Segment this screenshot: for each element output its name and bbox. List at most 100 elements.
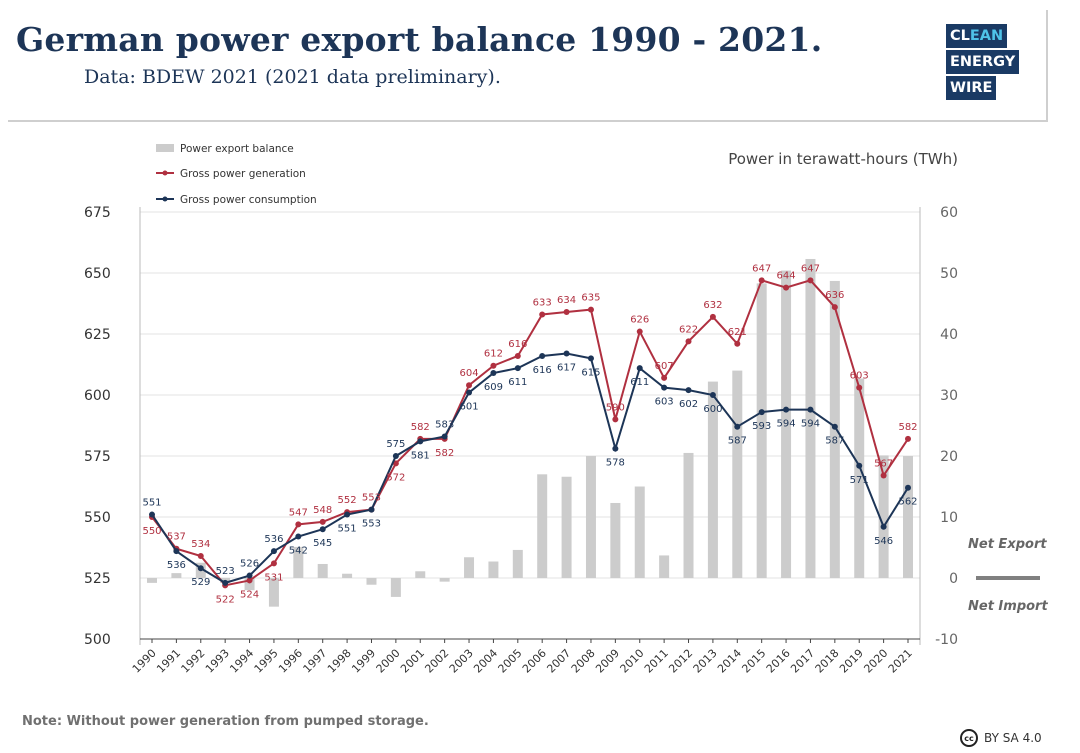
consumption-line — [151, 352, 909, 584]
generation-point — [270, 560, 277, 567]
x-tick-label: 2021 — [886, 647, 915, 676]
bar-export-balance — [244, 578, 255, 591]
bar-export-balance — [659, 555, 670, 578]
legend-entry-label: Power export balance — [180, 143, 294, 155]
generation-data-label: 552 — [338, 495, 357, 506]
bar-export-balance — [878, 455, 889, 578]
generation-data-label: 622 — [679, 324, 698, 335]
consumption-point — [514, 365, 521, 372]
x-tick-label: 2014 — [715, 647, 744, 676]
consumption-data-label: 601 — [459, 402, 478, 413]
bar-export-balance — [634, 486, 645, 578]
consumption-data-label: 545 — [313, 538, 332, 549]
bar-export-balance — [805, 258, 816, 578]
x-tick-label: 2005 — [496, 647, 525, 676]
y-left-tick-label: 625 — [84, 327, 111, 343]
y-left-tick-label: 575 — [84, 449, 111, 465]
line-layer — [149, 277, 911, 589]
consumption-point — [783, 406, 790, 413]
y-left-tick-label: 675 — [84, 205, 111, 221]
consumption-data-label: 609 — [484, 382, 503, 393]
clean-energy-wire-logo: CLEAN ENERGY WIRE — [946, 24, 1022, 102]
consumption-data-label: 587 — [825, 436, 844, 447]
consumption-point — [539, 352, 546, 359]
bar-export-balance — [293, 546, 304, 578]
generation-point — [295, 521, 302, 528]
x-tick-label: 2000 — [374, 647, 403, 676]
consumption-point — [880, 523, 887, 530]
generation-data-label: 582 — [435, 448, 454, 459]
net-export-label: Net Export — [968, 537, 1047, 552]
legend-entry-label: Gross power consumption — [180, 194, 317, 206]
consumption-point — [197, 565, 204, 572]
consumption-data-label: 553 — [362, 519, 381, 530]
generation-point — [197, 553, 204, 560]
x-tick-label: 1991 — [154, 647, 183, 676]
generation-data-label: 534 — [191, 539, 210, 550]
generation-point — [612, 416, 619, 423]
consumption-data-label: 594 — [801, 419, 820, 430]
consumption-data-label: 581 — [411, 450, 430, 461]
license-text: BY SA 4.0 — [984, 731, 1042, 745]
generation-data-label: 644 — [777, 271, 796, 282]
legend-swatch-marker — [162, 196, 168, 202]
consumption-data-label: 562 — [898, 497, 917, 508]
consumption-data-label: 575 — [386, 439, 405, 450]
x-tick-label: 2003 — [447, 647, 476, 676]
consumption-point — [661, 384, 668, 391]
consumption-point — [466, 389, 473, 396]
net-import-label: Net Import — [968, 599, 1048, 614]
x-tick-label: 2007 — [544, 647, 573, 676]
generation-point — [636, 328, 643, 335]
consumption-data-label: 603 — [655, 397, 674, 408]
x-tick-label: 2001 — [398, 647, 427, 676]
generation-data-label: 582 — [411, 422, 430, 433]
consumption-point — [173, 548, 180, 555]
consumption-data-label: 594 — [777, 419, 796, 430]
generation-data-label: 531 — [264, 572, 283, 583]
x-tick-label: 1994 — [227, 647, 256, 676]
consumption-point — [758, 409, 765, 416]
y-left-tick-label: 500 — [84, 632, 111, 648]
generation-data-label: 524 — [240, 589, 259, 600]
consumption-data-label: 529 — [191, 577, 210, 588]
bar-export-balance — [415, 571, 426, 578]
generation-data-label: 604 — [459, 368, 478, 379]
x-tick-label: 2011 — [642, 647, 671, 676]
consumption-data-label: 546 — [874, 536, 893, 547]
consumption-point — [709, 392, 716, 398]
bar-export-balance — [268, 578, 279, 607]
legend-swatch-marker — [162, 170, 168, 176]
generation-data-label: 647 — [752, 263, 771, 274]
bar-export-balance — [610, 502, 621, 578]
consumption-point — [856, 462, 863, 469]
generation-point — [734, 340, 741, 347]
bar-export-balance — [171, 573, 182, 578]
x-tick-label: 2006 — [520, 647, 549, 676]
bar-layer — [147, 258, 913, 607]
generation-data-label: 616 — [508, 339, 527, 350]
x-tick-label: 2002 — [422, 647, 451, 676]
generation-point — [490, 362, 497, 369]
x-tick-label: 2004 — [471, 647, 500, 676]
generation-point — [319, 518, 326, 525]
consumption-point — [612, 445, 619, 452]
logo-line-wire: WIRE — [946, 76, 997, 100]
generation-point — [709, 313, 716, 320]
data-label-layer: 550 537 534 522 524 531 547 548 552 553 572 582 582 6… — [142, 263, 917, 605]
consumption-data-label: 587 — [728, 436, 747, 447]
logo-line-clean: CLEAN — [946, 24, 1008, 48]
generation-point — [758, 277, 765, 284]
x-tick-label: 2016 — [764, 647, 793, 676]
x-tick-label: 2020 — [861, 647, 890, 676]
bar-export-balance — [317, 563, 328, 578]
consumption-point — [636, 365, 643, 372]
generation-point — [685, 338, 692, 345]
bar-export-balance — [147, 578, 157, 583]
bar-export-balance — [854, 378, 865, 578]
bar-export-balance — [903, 456, 913, 578]
generation-data-label: 647 — [801, 263, 820, 274]
x-tick-label: 1999 — [349, 647, 378, 676]
generation-point — [905, 435, 911, 442]
generation-data-label: 607 — [655, 361, 674, 372]
